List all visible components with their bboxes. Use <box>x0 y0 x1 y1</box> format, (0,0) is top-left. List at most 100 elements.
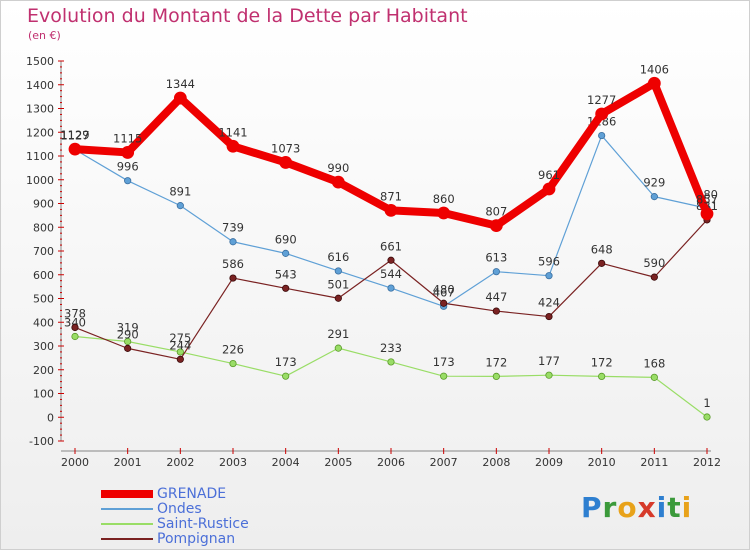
data-label-ondes: 596 <box>538 255 560 269</box>
data-label-saint-rustice: 319 <box>117 320 139 334</box>
data-label-saint-rustice: 291 <box>327 327 349 341</box>
y-tick-label: -100 <box>29 435 54 448</box>
data-label-saint-rustice: 226 <box>222 343 244 357</box>
y-tick-label: 800 <box>33 221 54 234</box>
data-point-saint-rustice <box>598 372 606 380</box>
data-point-ondes <box>387 284 395 292</box>
y-tick-label: 900 <box>33 198 54 211</box>
data-point-ondes <box>545 272 553 280</box>
data-label-saint-rustice: 233 <box>380 341 402 355</box>
brand-letter: r <box>602 491 618 524</box>
data-point-ondes <box>598 131 606 140</box>
y-tick-label: 1500 <box>26 55 54 68</box>
legend-swatch <box>101 537 153 540</box>
data-label-pompignan: 648 <box>591 242 613 256</box>
data-label-ondes: 996 <box>117 160 139 174</box>
legend-item-saint-rustice: Saint-Rustice <box>101 516 249 531</box>
data-point-saint-rustice <box>71 332 79 341</box>
legend-label: Ondes <box>157 500 202 517</box>
data-label-saint-rustice: 275 <box>169 331 191 345</box>
x-tick-label: 2006 <box>377 456 405 469</box>
data-point-ondes <box>124 177 132 185</box>
data-point-pompignan <box>124 344 132 352</box>
data-point-ondes <box>229 238 237 246</box>
data-label-grenade: 961 <box>538 168 560 182</box>
legend: GRENADE Ondes Saint-Rustice Pompignan <box>101 486 249 546</box>
data-point-grenade <box>437 206 451 220</box>
data-label-ondes: 690 <box>275 232 297 246</box>
data-label-grenade: 1406 <box>640 62 669 76</box>
y-tick-label: 1000 <box>26 174 54 187</box>
data-point-grenade <box>700 207 714 221</box>
x-tick-label: 2011 <box>640 456 668 469</box>
data-label-pompignan: 290 <box>117 327 139 341</box>
data-point-grenade <box>279 156 293 169</box>
legend-item-ondes: Ondes <box>101 501 249 516</box>
data-label-ondes: 467 <box>433 285 455 299</box>
data-label-pompignan: 244 <box>169 338 191 352</box>
data-point-ondes <box>176 202 184 210</box>
data-point-grenade <box>647 76 661 90</box>
legend-item-grenade: GRENADE <box>101 486 249 501</box>
data-label-ondes: 929 <box>643 176 665 190</box>
data-label-ondes: 544 <box>380 267 402 281</box>
data-label-pompignan: 424 <box>538 296 560 310</box>
x-tick-label: 2003 <box>219 456 247 469</box>
data-label-pompignan: 378 <box>64 306 86 320</box>
y-tick-label: 1100 <box>26 150 54 163</box>
brand-letter: i <box>656 491 668 524</box>
data-point-grenade <box>68 142 82 156</box>
data-point-grenade <box>331 175 345 189</box>
data-point-pompignan <box>440 299 448 307</box>
data-point-pompignan <box>598 259 606 267</box>
data-label-saint-rustice: 1 <box>703 396 710 410</box>
x-tick-label: 2009 <box>535 456 563 469</box>
y-tick-label: 100 <box>33 388 54 401</box>
data-point-saint-rustice <box>545 371 553 379</box>
brand-letter: x <box>637 491 657 524</box>
data-label-saint-rustice: 173 <box>433 355 455 369</box>
data-point-saint-rustice <box>282 372 290 380</box>
data-point-saint-rustice <box>124 337 132 346</box>
data-label-saint-rustice: 172 <box>485 355 507 369</box>
y-tick-label: 1200 <box>26 126 54 139</box>
chart-title: Evolution du Montant de la Dette par Hab… <box>27 5 468 27</box>
data-label-pompignan: 661 <box>380 239 402 253</box>
x-tick-label: 2002 <box>166 456 194 469</box>
brand-letter: i <box>681 491 693 524</box>
brand-letter: t <box>667 491 682 524</box>
data-point-saint-rustice <box>492 372 500 380</box>
x-tick-label: 2007 <box>430 456 458 469</box>
data-point-ondes <box>492 268 500 276</box>
data-label-ondes: 739 <box>222 221 244 235</box>
data-label-saint-rustice: 177 <box>538 354 560 368</box>
x-tick-label: 2001 <box>114 456 142 469</box>
legend-swatch <box>101 489 153 498</box>
x-tick-label: 2010 <box>588 456 616 469</box>
legend-swatch <box>101 507 153 510</box>
data-label-grenade: 1115 <box>113 131 142 145</box>
data-label-pompignan: 543 <box>275 267 297 281</box>
y-tick-label: 700 <box>33 245 54 258</box>
data-label-grenade: 857 <box>696 193 718 207</box>
data-label-pompignan: 501 <box>327 277 349 291</box>
data-label-pompignan: 590 <box>643 256 665 270</box>
brand-logo: Proxiti <box>581 491 692 524</box>
data-point-saint-rustice <box>650 373 658 381</box>
legend-label: Pompignan <box>157 530 236 547</box>
data-point-grenade <box>595 107 609 121</box>
data-point-pompignan <box>334 294 342 302</box>
y-tick-label: 400 <box>33 316 54 329</box>
data-point-saint-rustice <box>387 358 395 366</box>
data-point-saint-rustice <box>440 372 448 380</box>
legend-swatch <box>101 522 153 525</box>
data-label-saint-rustice: 168 <box>643 356 665 370</box>
x-tick-label: 2008 <box>482 456 510 469</box>
data-point-grenade <box>489 219 503 232</box>
data-label-pompignan: 447 <box>485 290 507 304</box>
data-point-saint-rustice <box>176 348 184 356</box>
data-label-grenade: 1141 <box>218 125 247 139</box>
data-label-grenade: 1344 <box>166 77 195 91</box>
data-point-ondes <box>650 193 658 201</box>
data-label-grenade: 1129 <box>60 128 89 142</box>
